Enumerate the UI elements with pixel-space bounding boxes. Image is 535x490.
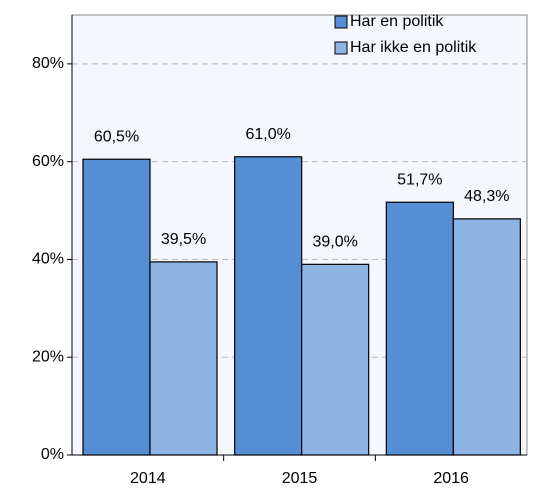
legend-swatch [334, 15, 348, 29]
data-label: 61,0% [245, 126, 290, 143]
y-tick-label: 80% [32, 55, 64, 72]
x-tick-label: 2014 [130, 470, 166, 487]
data-label: 60,5% [94, 128, 139, 145]
data-label: 51,7% [397, 171, 442, 188]
data-label: 48,3% [464, 188, 509, 205]
bar [452, 218, 521, 456]
y-tick-label: 0% [41, 446, 64, 463]
legend-swatch [334, 41, 348, 55]
data-label: 39,5% [161, 231, 206, 248]
y-tick-label: 60% [32, 153, 64, 170]
bar [82, 158, 151, 456]
bar [149, 261, 218, 456]
legend-label: Har ikke en politik [350, 39, 477, 56]
y-tick-label: 40% [32, 251, 64, 268]
x-tick-label: 2015 [282, 470, 318, 487]
y-tick-label: 20% [32, 348, 64, 365]
data-label: 39,0% [312, 234, 357, 251]
bar [301, 263, 370, 456]
bar [234, 156, 303, 456]
bar [385, 201, 454, 456]
x-tick-label: 2016 [433, 470, 469, 487]
legend-label: Har en politik [350, 13, 444, 30]
